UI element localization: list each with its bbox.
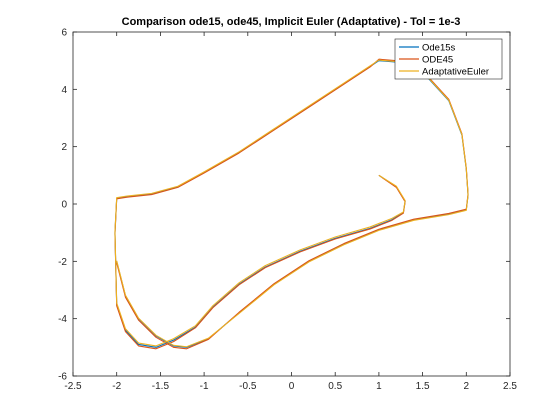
legend-label: Ode15s [422,43,456,54]
y-tick-label: -4 [58,314,67,325]
x-tick-label: 1 [376,381,382,392]
x-tick-label: 0.5 [328,381,342,392]
x-tick-label: 0 [289,381,295,392]
plot-area [73,32,510,376]
x-tick-label: -0.5 [239,381,257,392]
y-tick-label: 4 [61,85,67,96]
x-tick-label: 1.5 [416,381,430,392]
y-tick-label: 2 [61,142,67,153]
x-tick-label: 2.5 [503,381,517,392]
legend-label: ODE45 [422,55,453,66]
x-tick-label: -2 [112,381,121,392]
y-tick-label: -2 [58,257,67,268]
series-line-2 [114,58,469,350]
y-tick-label: 6 [61,28,67,39]
legend-label: AdaptativeEuler [422,67,489,78]
series-layer [114,58,469,350]
ticks-layer: -2.5 -2 -1.5 -1 -0.5 0 0.5 1 1.5 2 2.5 -6 -4 -2 0 2 4 6 [58,28,517,393]
x-tick-label: -1.5 [152,381,170,392]
x-tick-label: -1 [200,381,209,392]
x-tick-label: -2.5 [64,381,82,392]
chart-title: Comparison ode15, ode45, Implicit Euler … [122,16,461,28]
y-tick-label: -6 [58,372,67,383]
y-tick-label: 0 [61,200,67,211]
series-line-3 [114,59,469,348]
x-tick-label: 2 [464,381,470,392]
